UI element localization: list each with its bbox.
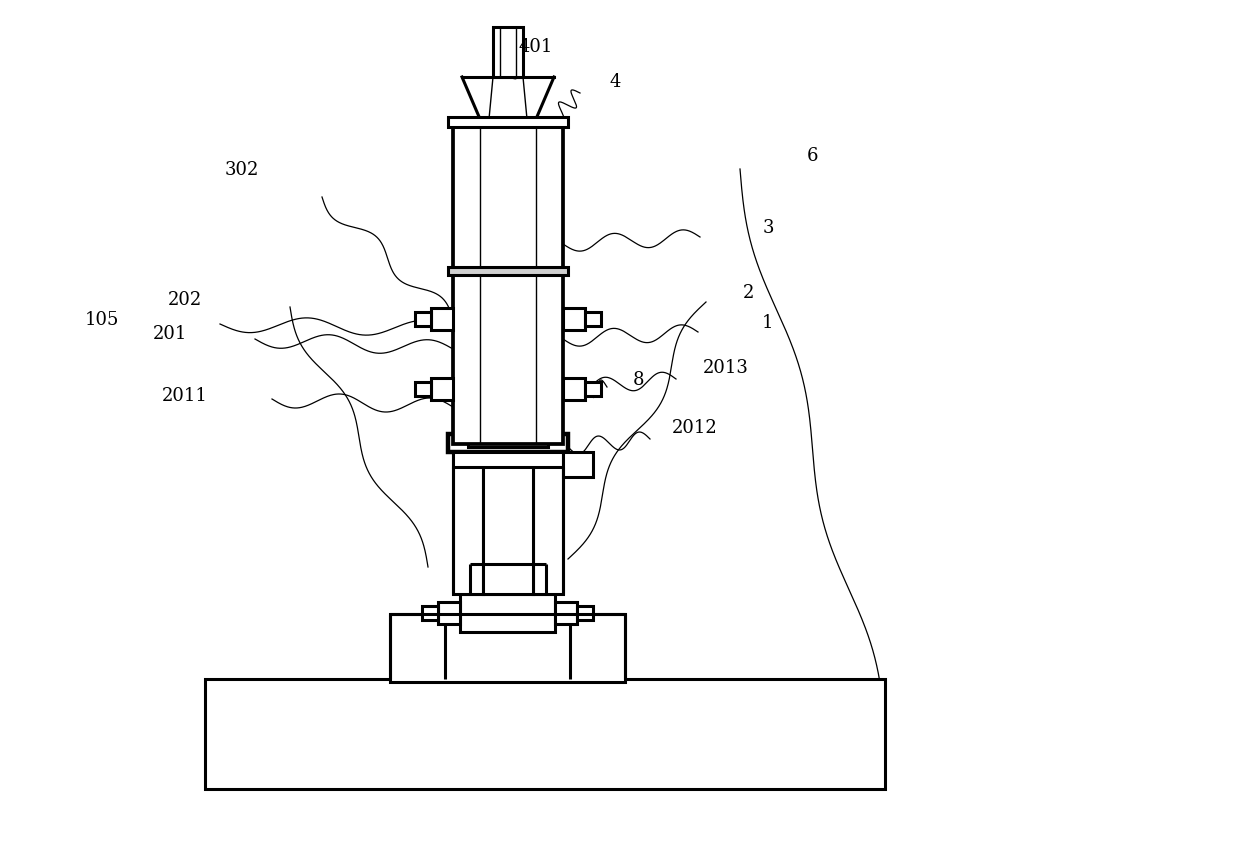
Text: 105: 105 <box>84 310 119 328</box>
Text: 2011: 2011 <box>162 386 208 404</box>
Text: 4: 4 <box>609 73 621 91</box>
Bar <box>391 614 625 682</box>
Bar <box>432 379 453 401</box>
Text: 401: 401 <box>518 38 553 56</box>
Text: 8: 8 <box>632 370 644 389</box>
Bar <box>556 602 577 624</box>
Bar <box>453 444 484 595</box>
Bar <box>448 434 568 452</box>
Text: 2013: 2013 <box>703 358 749 376</box>
Bar <box>577 606 593 620</box>
Text: 1: 1 <box>763 314 774 332</box>
Text: 202: 202 <box>167 291 202 309</box>
Bar <box>453 270 563 444</box>
Bar <box>585 382 601 397</box>
Bar <box>585 313 601 327</box>
Bar <box>563 309 585 331</box>
Bar <box>484 444 533 595</box>
Bar <box>415 313 432 327</box>
Text: 201: 201 <box>153 325 187 343</box>
Bar <box>467 439 548 448</box>
Bar <box>205 679 885 789</box>
Text: 302: 302 <box>224 161 259 179</box>
Text: 3: 3 <box>763 218 774 237</box>
Bar <box>415 382 432 397</box>
Bar <box>563 379 585 401</box>
Bar <box>460 595 556 632</box>
Bar <box>432 309 453 331</box>
Bar <box>453 120 563 270</box>
Bar <box>438 602 460 624</box>
Text: 2: 2 <box>743 284 754 302</box>
Bar <box>422 606 438 620</box>
Bar <box>563 452 593 478</box>
Bar <box>448 118 568 128</box>
Bar <box>533 444 563 595</box>
Text: 2012: 2012 <box>672 419 718 437</box>
Bar <box>494 28 523 78</box>
Bar <box>448 268 568 276</box>
Bar <box>467 452 548 464</box>
Text: 6: 6 <box>806 147 817 165</box>
Bar <box>453 452 563 467</box>
